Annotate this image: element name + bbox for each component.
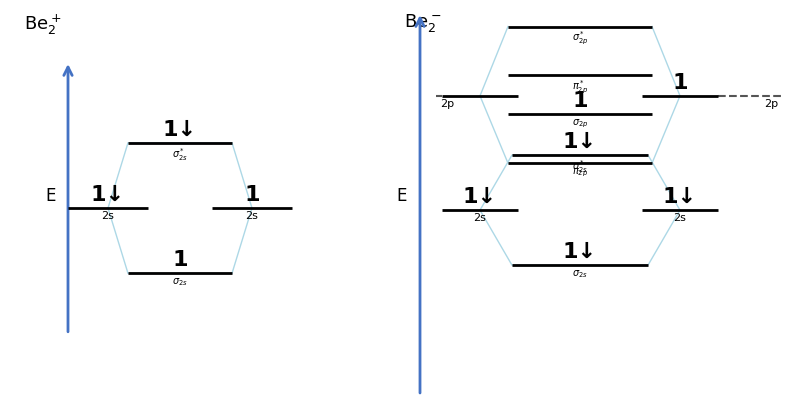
Text: 1↓: 1↓ (563, 132, 597, 152)
Text: Be$_2^+$: Be$_2^+$ (24, 12, 62, 37)
Text: 1↓: 1↓ (91, 185, 125, 205)
Text: 1: 1 (244, 185, 260, 205)
Text: 2p: 2p (440, 99, 454, 109)
Text: 1: 1 (572, 91, 588, 111)
Text: 1↓: 1↓ (563, 242, 597, 262)
Text: 2s: 2s (474, 213, 486, 224)
Text: $\pi^*_{2p}$: $\pi^*_{2p}$ (572, 79, 588, 96)
Text: 2p: 2p (764, 99, 778, 109)
Text: $\sigma_{2s}$: $\sigma_{2s}$ (172, 277, 188, 288)
Text: 1: 1 (172, 250, 188, 270)
Text: 1↓: 1↓ (663, 187, 697, 207)
Text: 2s: 2s (102, 211, 114, 222)
Text: $\sigma^*_{2s}$: $\sigma^*_{2s}$ (172, 146, 188, 163)
Text: 1↓: 1↓ (463, 187, 497, 207)
Text: $\sigma_{2p}$: $\sigma_{2p}$ (572, 118, 588, 130)
Text: 2s: 2s (246, 211, 258, 222)
Text: $\sigma_{2s}$: $\sigma_{2s}$ (572, 268, 588, 280)
Text: 1: 1 (672, 73, 688, 93)
Text: E: E (397, 187, 406, 205)
Text: $\pi_{2p}$: $\pi_{2p}$ (572, 166, 588, 179)
Text: 1↓: 1↓ (163, 120, 197, 140)
Text: E: E (46, 187, 55, 205)
Text: Be$_2^-$: Be$_2^-$ (404, 12, 442, 34)
Text: $\sigma^*_{2p}$: $\sigma^*_{2p}$ (572, 30, 588, 47)
Text: $\sigma^*_{2s}$: $\sigma^*_{2s}$ (572, 158, 588, 175)
Text: 2s: 2s (674, 213, 686, 224)
